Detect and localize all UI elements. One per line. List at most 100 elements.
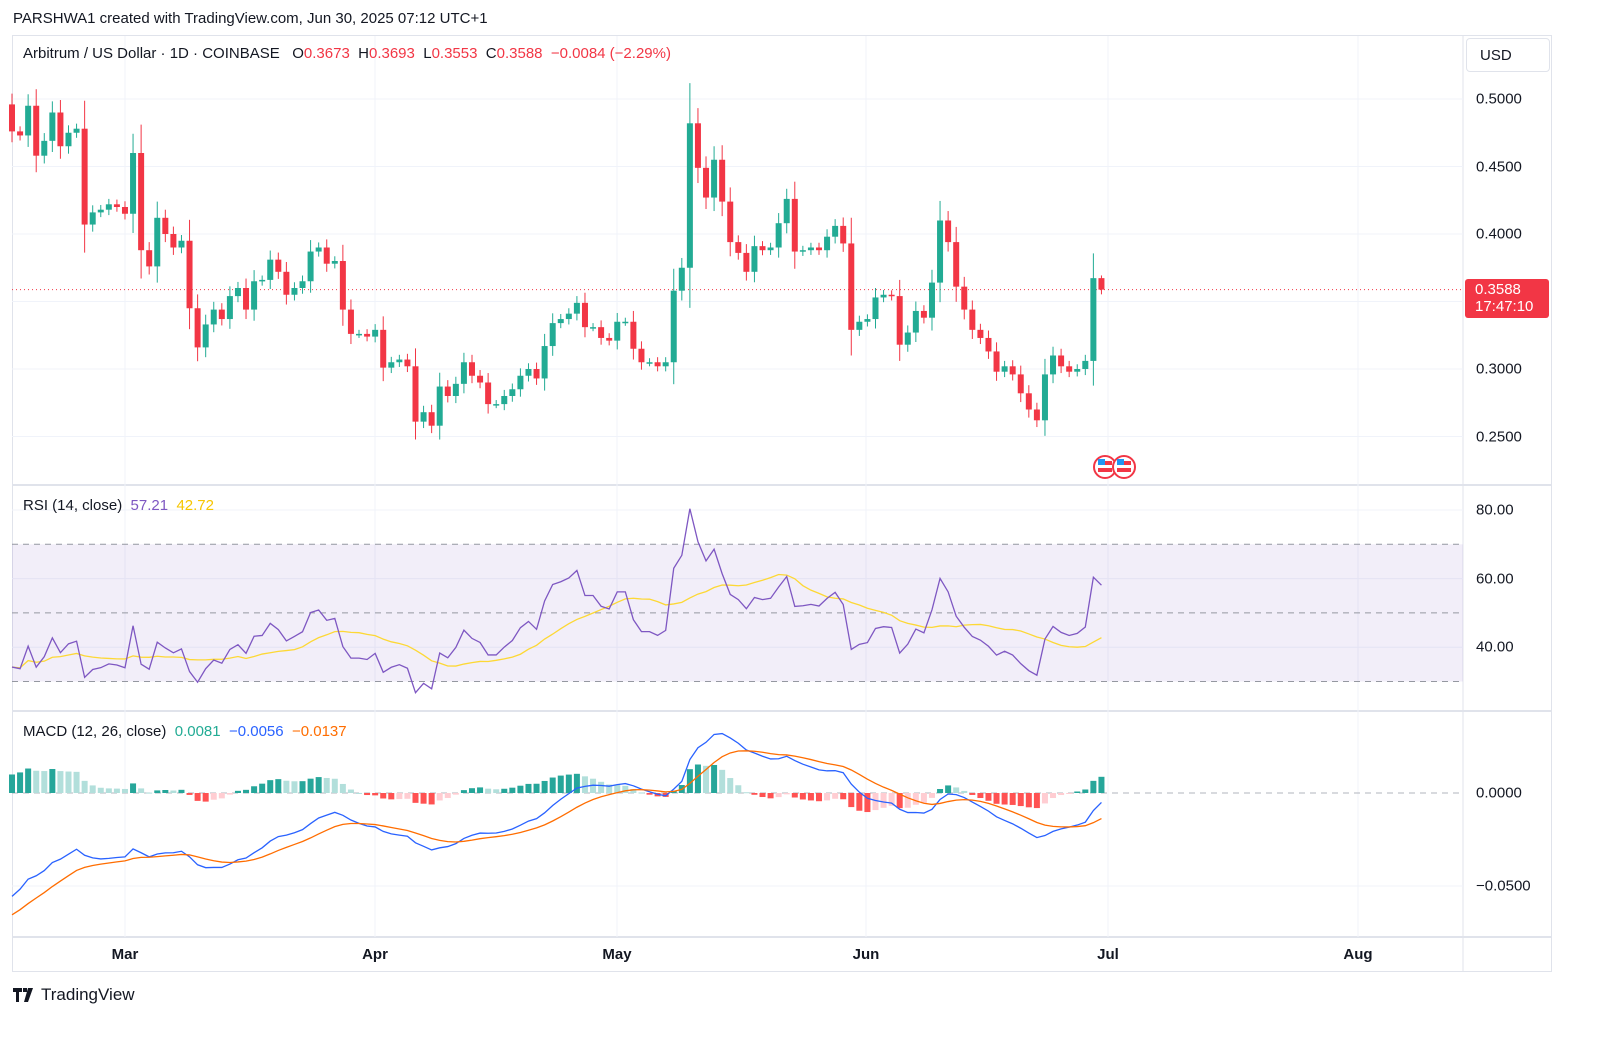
candle-up [178,240,185,248]
macd-histogram-bar [807,793,814,801]
candle-down [380,329,387,368]
low-value: 0.3553 [431,45,478,62]
rsi-legend: RSI (14, close) 57.21 42.72 [23,497,214,514]
candle-down [283,271,290,295]
candle-up [307,251,314,282]
macd-histogram-bar [186,793,193,795]
macd-histogram-bar [977,793,984,799]
candle-up [686,123,693,268]
macd-histogram-bar [105,788,112,793]
macd-histogram-bar [816,793,822,802]
candle-down [468,362,475,376]
candle-up [711,159,718,198]
macd-histogram-bar [1050,793,1057,799]
macd-histogram-bar [727,778,734,793]
macd-histogram-bar [912,793,919,805]
candle-up [517,375,524,390]
candle-down [598,327,605,338]
macd-title[interactable]: MACD (12, 26, close) [23,723,167,740]
candle-up [590,327,597,329]
time-axis-tick: Aug [1343,946,1373,963]
macd-histogram-bar [953,787,960,793]
candle-down [121,207,128,214]
macd-histogram-bar [945,785,952,793]
candle-down [81,128,88,225]
macd-histogram-bar [485,788,492,793]
price-legend: Arbitrum / US Dollar · 1D · COINBASE O 0.… [23,45,671,62]
macd-histogram-bar [775,793,782,798]
macd-histogram-bar [380,793,387,799]
macd-histogram-bar [1090,780,1097,793]
candle-up [234,288,241,297]
macd-histogram-bar [210,793,217,800]
macd-histogram-bar [299,781,306,793]
candle-up [824,236,831,251]
candle-down [444,386,451,396]
candle-down [581,302,588,328]
rsi-background-band [12,544,1463,682]
us-flag-canton [1117,459,1124,465]
macd-histogram-bar [928,793,935,798]
macd-histogram-bar [703,765,710,793]
macd-histogram-bar [202,793,209,802]
macd-histogram-bar [581,776,588,793]
macd-histogram-bar [194,793,201,801]
candle-up [1074,369,1081,372]
candle-up [372,329,379,337]
candle-down [791,198,798,252]
candle-up [315,247,322,252]
macd-histogram-bar [468,788,475,793]
macd-histogram-bar [799,793,806,800]
candle-down [840,225,847,244]
rsi-title[interactable]: RSI (14, close) [23,497,123,514]
candle-up [259,279,266,282]
currency-selector[interactable]: USD [1466,38,1550,72]
candle-up [436,386,443,426]
tradingview-logo[interactable]: TradingView [13,985,135,1005]
candle-up [928,282,935,318]
rsi-ma-value: 42.72 [176,497,214,514]
macd-axis-tick: −0.0500 [1476,877,1531,895]
symbol-title[interactable]: Arbitrum / US Dollar · 1D · COINBASE [23,45,280,62]
candle-up [783,198,790,224]
macd-histogram-bar [121,788,128,793]
us-flag-stripe [1117,468,1131,472]
macd-histogram-bar [783,793,790,795]
candle-up [154,217,161,267]
macd-histogram-bar [477,787,484,793]
macd-histogram-bar [614,785,621,793]
open-label: O [292,45,304,62]
macd-histogram-bar [622,785,629,793]
candle-down [694,123,701,168]
high-label: H [358,45,369,62]
macd-histogram-bar [565,774,572,793]
macd-histogram-bar [1001,793,1008,805]
candle-down [275,259,282,272]
candle-up [549,323,556,347]
candle-up [65,132,72,147]
candle-down [138,153,145,251]
macd-histogram-bar [743,792,750,794]
candle-up [97,209,104,213]
macd-legend: MACD (12, 26, close) 0.0081 −0.0056 −0.0… [23,723,347,740]
rsi-axis-tick: 60.00 [1476,570,1514,588]
candle-up [662,362,669,367]
macd-histogram-bar [113,788,120,793]
macd-histogram-bar [880,793,887,808]
macd-histogram-bar [412,793,419,803]
macd-histogram-bar [170,790,177,793]
macd-signal-line [11,750,1102,916]
candle-down [412,366,419,422]
candle-down [606,337,613,341]
last-price-value: 0.3588 [1475,281,1521,298]
candle-up [678,267,685,291]
candle-up [1001,366,1008,372]
candle-up [130,153,137,214]
macd-histogram-bar [533,783,540,793]
candle-down [347,309,354,334]
candle-up [291,288,298,295]
candle-up [646,362,653,364]
candle-down [57,112,64,147]
macd-histogram-bar [1098,776,1105,793]
